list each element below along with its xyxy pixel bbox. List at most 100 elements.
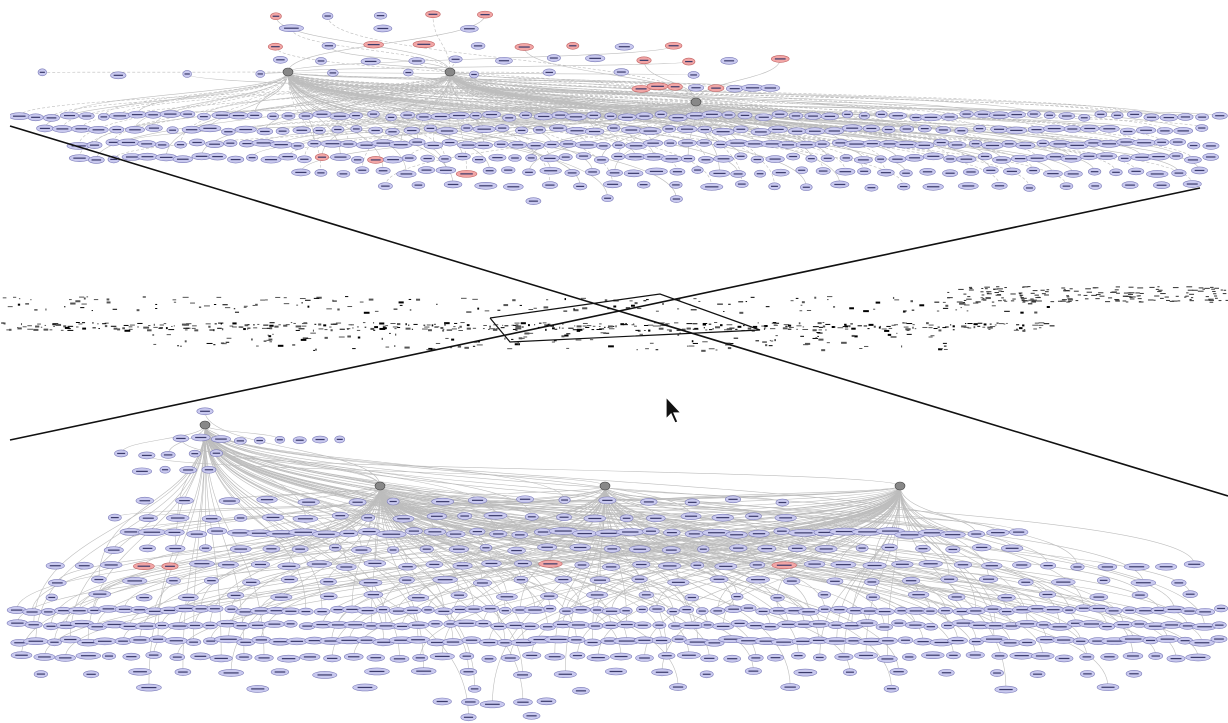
- compressed-mark: [128, 328, 131, 330]
- node-label-mark: [877, 158, 885, 160]
- compressed-mark: [986, 293, 992, 295]
- compressed-mark: [845, 325, 851, 327]
- node-label-mark: [518, 46, 530, 48]
- node-label-mark: [639, 59, 649, 61]
- compressed-mark: [576, 325, 582, 328]
- compressed-mark: [655, 310, 659, 312]
- graph-edge: [287, 71, 447, 171]
- node-label-mark: [1046, 609, 1060, 611]
- compressed-mark: [546, 299, 549, 301]
- node-label-mark: [179, 500, 190, 502]
- node-label-mark: [463, 716, 474, 718]
- compressed-mark: [942, 342, 947, 344]
- compressed-mark: [472, 345, 476, 347]
- compressed-mark: [801, 301, 805, 304]
- compressed-mark: [837, 327, 844, 329]
- node-label-mark: [1117, 624, 1130, 626]
- compressed-mark: [991, 305, 996, 307]
- node-label-mark: [190, 533, 203, 535]
- compressed-mark: [148, 325, 151, 327]
- node-label-mark: [424, 609, 432, 611]
- compressed-mark: [890, 336, 897, 338]
- compressed-mark: [434, 326, 439, 328]
- compressed-mark: [1021, 300, 1028, 302]
- compressed-mark: [81, 322, 86, 324]
- node-label-mark: [1062, 185, 1071, 187]
- graph-hub-node[interactable]: [444, 67, 456, 77]
- node-label-mark: [1159, 566, 1173, 568]
- node-label-mark: [554, 530, 572, 532]
- node-label-mark: [460, 515, 469, 517]
- compressed-mark: [677, 308, 680, 310]
- graph-hub-node[interactable]: [599, 481, 611, 491]
- node-label-mark: [194, 655, 207, 657]
- node-label-mark: [1091, 185, 1100, 187]
- node-label-mark: [414, 184, 423, 186]
- graph-edge: [33, 424, 206, 625]
- compressed-mark: [901, 345, 903, 348]
- node-label-mark: [31, 116, 41, 118]
- node-label-mark: [543, 563, 558, 565]
- compressed-mark: [1001, 297, 1004, 299]
- compressed-mark: [928, 324, 934, 326]
- graph-edge: [287, 71, 642, 90]
- graph-hub-node[interactable]: [894, 481, 906, 491]
- node-label-mark: [1134, 623, 1145, 625]
- graph-view-bottom[interactable]: [0, 400, 1228, 723]
- compressed-mark: [504, 337, 506, 340]
- graph-edge: [287, 71, 1152, 118]
- compressed-mark: [888, 327, 893, 329]
- node-label-mark: [980, 155, 990, 158]
- node-label-mark: [284, 27, 299, 29]
- compressed-mark: [68, 299, 72, 301]
- compressed-mark: [769, 328, 776, 330]
- node-label-mark: [436, 700, 448, 703]
- graph-hub-node[interactable]: [199, 420, 211, 430]
- compressed-mark: [726, 324, 733, 326]
- node-label-mark: [538, 115, 550, 118]
- compressed-mark: [315, 348, 317, 351]
- compressed-mark: [142, 296, 146, 298]
- graph-edge: [449, 71, 1095, 172]
- node-label-mark: [139, 625, 154, 627]
- compressed-mark: [765, 306, 770, 308]
- node-label-mark: [1039, 142, 1047, 144]
- compressed-mark: [551, 341, 555, 343]
- node-label-mark: [637, 624, 648, 626]
- graph-edge: [523, 47, 697, 103]
- node-label-mark: [944, 578, 955, 580]
- compressed-mark: [173, 301, 177, 303]
- compressed-mark: [92, 322, 94, 324]
- compressed-mark: [53, 324, 59, 326]
- compressed-mark: [802, 344, 809, 346]
- node-label-mark: [884, 546, 895, 549]
- node-label-mark: [900, 185, 908, 188]
- node-label-mark: [802, 611, 815, 613]
- node-label-mark: [269, 115, 277, 117]
- node-label-mark: [449, 533, 462, 535]
- compressed-mark: [1031, 300, 1037, 302]
- compressed-mark: [1033, 299, 1037, 301]
- compressed-mark: [373, 322, 375, 324]
- node-label-mark: [604, 197, 612, 199]
- node-label-mark: [226, 142, 235, 144]
- compressed-mark: [158, 327, 163, 329]
- graph-hub-node[interactable]: [374, 481, 386, 491]
- node-label-mark: [447, 183, 459, 186]
- graph-view-top[interactable]: [10, 8, 1228, 210]
- graph-hub-node[interactable]: [690, 97, 702, 107]
- graph-edge: [695, 101, 1203, 129]
- node-label-mark: [895, 563, 909, 565]
- compressed-mark: [203, 305, 210, 307]
- compressed-mark: [1123, 292, 1129, 294]
- graph-hub-node[interactable]: [282, 67, 294, 77]
- compressed-mark: [1175, 295, 1179, 297]
- node-label-mark: [236, 440, 244, 442]
- compressed-mark: [1186, 286, 1193, 288]
- node-label-mark: [72, 610, 86, 612]
- node-label-mark: [716, 625, 730, 627]
- graph-view-compressed[interactable]: [0, 282, 1228, 354]
- node-label-mark: [286, 623, 295, 625]
- node-label-mark: [884, 128, 893, 131]
